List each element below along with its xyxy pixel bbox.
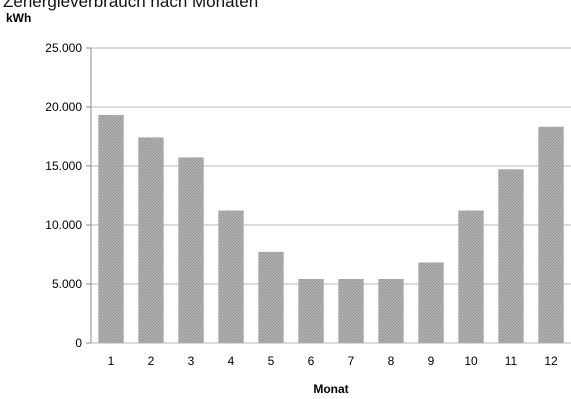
y-tick-label: 5.000 — [52, 277, 82, 291]
y-tick-label: 10.000 — [45, 218, 82, 232]
x-tick-label: 3 — [188, 354, 195, 368]
bar-month-5 — [258, 251, 284, 344]
x-tick-label: 7 — [348, 354, 355, 368]
x-tick-label: 5 — [268, 354, 275, 368]
chart-title: Zenergieverbrauch nach Monaten — [3, 0, 259, 11]
y-tick-label: 0 — [75, 336, 82, 350]
y-tick-label: 15.000 — [45, 159, 82, 173]
x-tick-label: 2 — [148, 354, 155, 368]
y-tick-label: 20.000 — [45, 100, 82, 114]
bar-month-1 — [98, 114, 124, 344]
x-tick-label: 11 — [505, 354, 518, 368]
bar-month-6 — [298, 278, 324, 344]
bar-month-12 — [538, 126, 564, 344]
bar-month-4 — [218, 210, 244, 344]
bar-month-8 — [378, 278, 404, 344]
bar-month-9 — [418, 262, 444, 344]
bar-month-2 — [138, 137, 164, 344]
x-axis-label: Monat — [313, 382, 348, 396]
y-axis-label: kWh — [6, 11, 31, 25]
x-tick-label: 9 — [428, 354, 435, 368]
x-tick-label: 6 — [308, 354, 315, 368]
x-tick-label: 1 — [108, 354, 115, 368]
y-tick-label: 25.000 — [45, 41, 82, 55]
bar-month-11 — [498, 169, 524, 344]
x-tick-label: 10 — [464, 354, 478, 368]
bar-month-10 — [458, 210, 484, 344]
x-tick-label: 12 — [544, 354, 558, 368]
bar-month-3 — [178, 157, 204, 344]
x-tick-label: 8 — [388, 354, 395, 368]
bar-month-7 — [338, 278, 364, 344]
x-tick-label: 4 — [228, 354, 235, 368]
